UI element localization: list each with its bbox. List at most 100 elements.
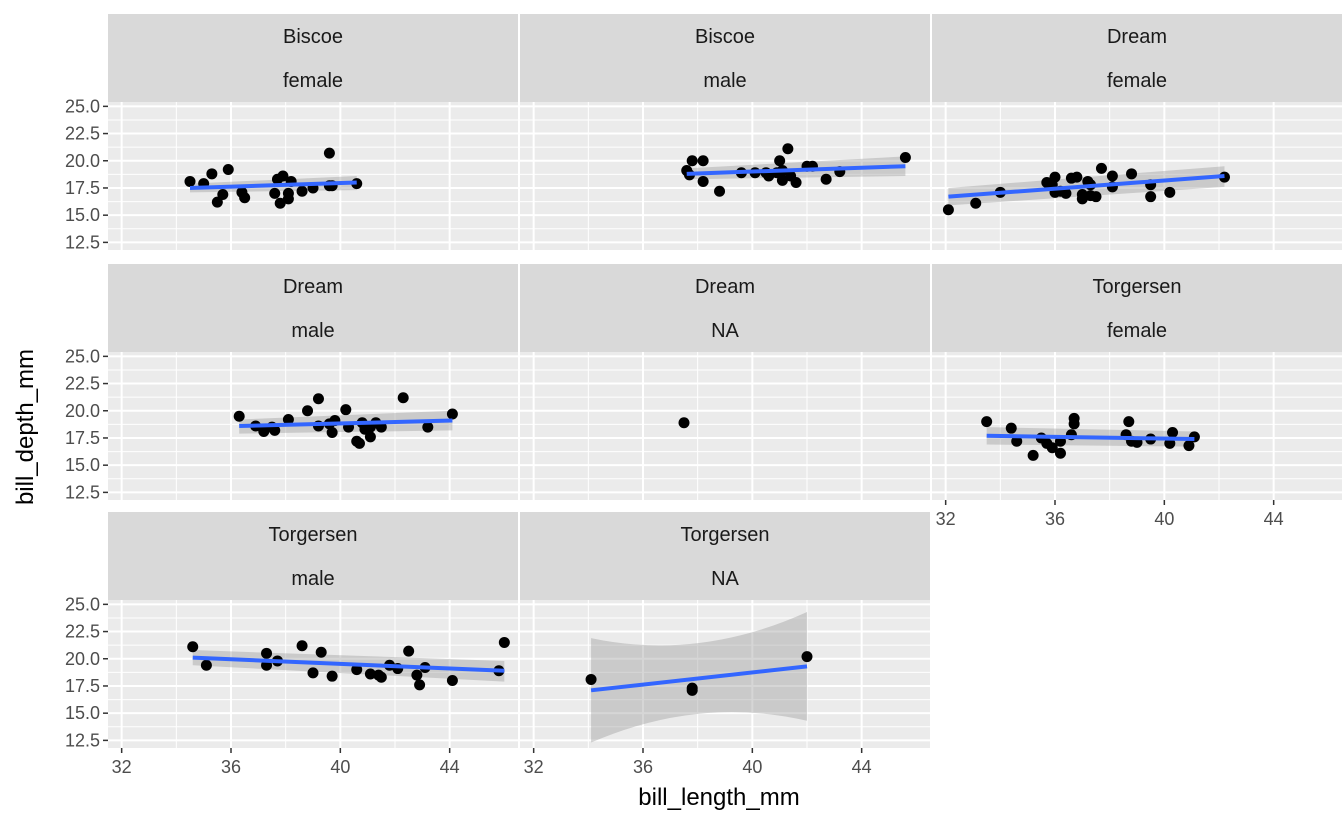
data-point [187, 641, 199, 653]
facet-panel: Dream female [932, 14, 1342, 250]
data-point [801, 651, 813, 663]
facet-strip [932, 14, 1342, 58]
data-point [326, 427, 338, 439]
data-point [1054, 447, 1066, 459]
data-point [981, 416, 993, 428]
facet-strip [520, 264, 930, 308]
facet-strip-label: Torgersen [1093, 276, 1182, 298]
data-point [315, 646, 327, 658]
facet-strip [108, 556, 518, 600]
data-point [776, 174, 788, 186]
regression-line [948, 174, 1225, 199]
regression-line [686, 164, 906, 176]
data-point [222, 163, 234, 175]
y-tick-label: 12.5 [65, 232, 100, 252]
data-point [211, 196, 223, 208]
x-tick-label: 36 [633, 757, 653, 777]
data-point [1183, 440, 1195, 452]
data-point [1060, 187, 1072, 199]
data-point [326, 670, 338, 682]
x-tick-label: 36 [1045, 509, 1065, 529]
data-point [340, 404, 352, 416]
facet-strip-label: male [291, 568, 334, 590]
y-tick-label: 25.0 [65, 346, 100, 366]
panel-background [520, 352, 930, 500]
data-point [686, 155, 698, 167]
y-axis-title: bill_depth_mm [12, 348, 39, 506]
y-tick-label: 22.5 [65, 124, 100, 144]
data-point [774, 155, 786, 167]
data-point [184, 175, 196, 187]
facet-strip [108, 512, 518, 556]
facet-strip-label: Biscoe [283, 26, 343, 48]
facet-strip-label: NA [711, 320, 739, 342]
data-point [1046, 442, 1058, 454]
data-point [1167, 427, 1179, 439]
data-point [364, 431, 376, 443]
facet-strip [108, 264, 518, 308]
y-tick-label: 15.0 [65, 455, 100, 475]
facet-strip-label: female [1107, 70, 1167, 92]
data-point [422, 421, 434, 433]
facet-strip-label: Dream [1107, 26, 1167, 48]
data-point [200, 659, 212, 671]
data-point [282, 193, 294, 205]
facet-panel: Torgersen female 32 36 40 44 [932, 264, 1342, 529]
data-point [269, 424, 281, 436]
data-point [1011, 435, 1023, 447]
regression-line [189, 180, 357, 190]
data-point [375, 671, 387, 683]
data-point [446, 408, 458, 420]
data-point [899, 152, 911, 163]
data-point [446, 675, 458, 687]
facet-strip-label: Torgersen [681, 524, 770, 546]
data-point [261, 647, 273, 659]
data-point [269, 187, 281, 199]
y-tick-label: 12.5 [65, 482, 100, 502]
facet-strip-label: Dream [283, 276, 343, 298]
data-point [307, 667, 319, 679]
regression-line [192, 655, 505, 673]
facet-panel: Torgersen male 12.5 15.0 17.5 20.0 22.5 25.0 32 3… [65, 512, 518, 777]
data-point [258, 425, 270, 437]
data-point [1095, 162, 1107, 174]
data-point [274, 197, 286, 209]
data-point [678, 417, 690, 429]
panel-background [108, 102, 518, 250]
x-tick-label: 44 [1264, 509, 1284, 529]
data-point [312, 393, 324, 405]
data-point [414, 679, 426, 691]
facet-panel: Dream male 12.5 15.0 17.5 20.0 22.5 25.0 [65, 264, 518, 502]
data-point [397, 392, 409, 404]
data-point [1027, 449, 1039, 461]
y-tick-label: 17.5 [65, 676, 100, 696]
y-tick-label: 25.0 [65, 594, 100, 614]
y-tick-label: 12.5 [65, 730, 100, 750]
facet-strip [520, 58, 930, 102]
y-tick-label: 25.0 [65, 96, 100, 116]
x-tick-label: 32 [112, 757, 132, 777]
facet-strip [108, 58, 518, 102]
data-point [277, 170, 289, 182]
y-tick-label: 17.5 [65, 428, 100, 448]
x-axis-title: bill_length_mm [638, 784, 800, 811]
facet-strip [932, 264, 1342, 308]
data-point [498, 636, 510, 648]
facet-strip [108, 14, 518, 58]
data-point [353, 437, 365, 449]
data-point [697, 175, 709, 187]
data-point [942, 204, 954, 216]
x-tick-label: 44 [852, 757, 872, 777]
data-point [714, 185, 726, 197]
data-point [239, 192, 251, 204]
x-tick-label: 32 [524, 757, 544, 777]
facet-strip-label: Dream [695, 276, 755, 298]
data-point [302, 405, 314, 417]
data-point [411, 669, 423, 681]
data-point [1164, 186, 1176, 198]
data-point [1005, 422, 1017, 434]
facet-strip-label: Biscoe [695, 26, 755, 48]
data-point [1126, 168, 1138, 180]
y-tick-label: 22.5 [65, 374, 100, 394]
facet-strip [932, 308, 1342, 352]
